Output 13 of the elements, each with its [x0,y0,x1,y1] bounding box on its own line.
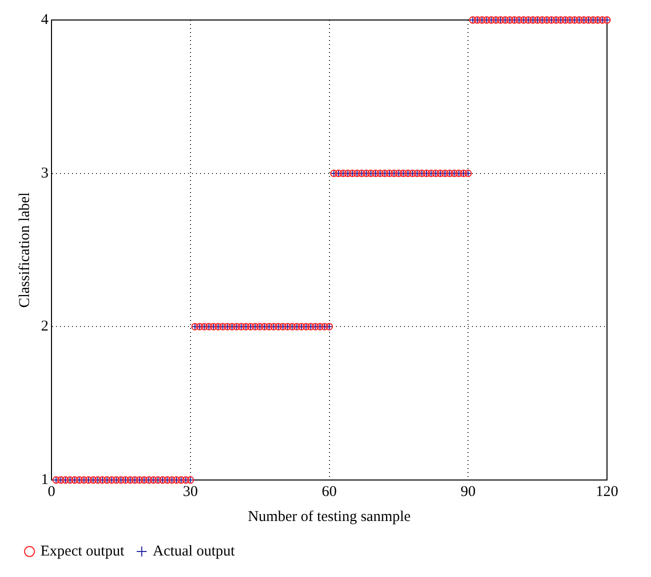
y-tick-label: 2 [41,318,48,335]
x-axis-title: Number of testing sanmple [248,508,412,525]
x-tick-label: 120 [596,484,618,500]
y-axis-title: Classification label [16,192,33,308]
legend-label: Expect output [40,543,126,560]
y-tick-label: 3 [41,165,48,182]
legend-label: Actual output [152,543,236,560]
x-tick-label: 90 [460,484,476,500]
y-tick-label: 1 [41,472,48,488]
y-tick-label: 4 [41,12,49,28]
x-tick-label: 60 [322,484,337,500]
x-tick-label: 0 [48,484,56,500]
x-tick-label: 30 [182,484,198,500]
